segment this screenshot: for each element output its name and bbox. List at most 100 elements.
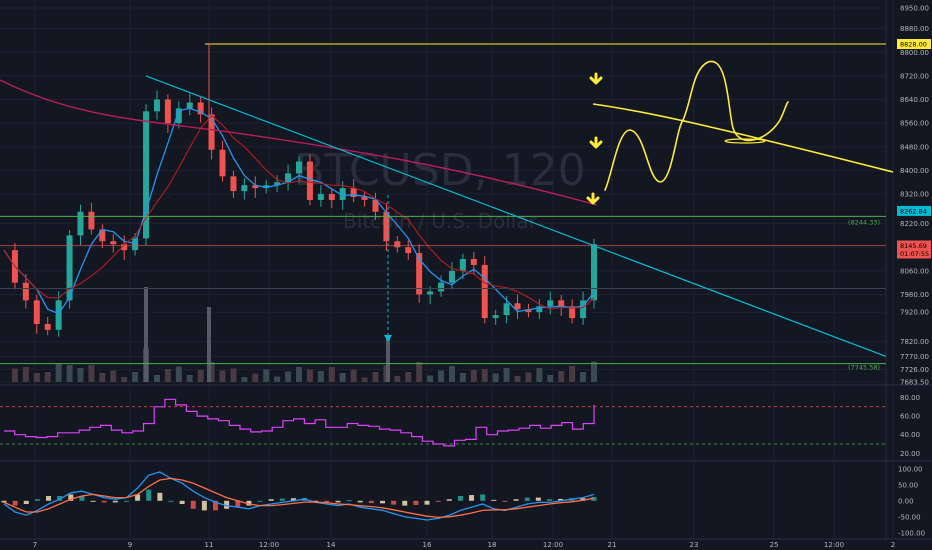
rsi-tick-label: 80.00	[900, 394, 920, 402]
macd-histogram-bar	[379, 500, 385, 504]
candle-body	[514, 303, 521, 310]
macd-histogram-bar	[46, 496, 52, 501]
volume-bar	[132, 372, 139, 382]
macd-histogram-bar	[146, 489, 152, 501]
macd-histogram-bar	[246, 500, 252, 506]
volume-bar	[44, 372, 51, 382]
volume-spike	[144, 287, 148, 382]
level-tag: (7745.58)	[848, 364, 880, 372]
macd-histogram-bar	[546, 499, 552, 501]
volume-bar	[405, 372, 412, 382]
price-tick-label: 7726.00	[900, 366, 929, 374]
candle-body	[492, 315, 499, 319]
macd-tick-label: -50.00	[898, 513, 921, 521]
time-tick-label: 12:00	[824, 541, 844, 549]
macd-histogram-bar	[1, 500, 7, 503]
macd-histogram-bar	[368, 500, 374, 504]
volume-bar	[55, 364, 62, 382]
volume-bar	[77, 368, 84, 382]
volume-bar	[558, 371, 565, 382]
macd-histogram-bar	[446, 499, 452, 501]
macd-line	[3, 471, 595, 521]
time-tick-label: 2	[891, 541, 895, 549]
macd-histogram-bar	[324, 500, 330, 503]
macd-histogram-bar	[123, 500, 129, 502]
candle-body	[503, 303, 510, 316]
volume-bar	[164, 369, 171, 382]
macd-histogram-bar	[101, 500, 107, 503]
macd-histogram-bar	[224, 500, 230, 509]
volume-bar	[580, 372, 587, 382]
candle-body	[591, 244, 597, 301]
price-tick-label: 7770.00	[900, 353, 929, 361]
volume-bar	[328, 367, 335, 382]
volume-bar	[350, 369, 357, 382]
candle-body	[66, 235, 73, 301]
volume-bar	[438, 370, 445, 382]
time-tick-label: 11	[205, 541, 214, 549]
ma-mid-line	[3, 114, 595, 310]
macd-histogram-bar	[168, 500, 174, 502]
volume-bar	[197, 370, 204, 382]
time-tick-label: 12:00	[543, 541, 563, 549]
candle-body	[55, 300, 62, 330]
time-tick-label: 21	[608, 541, 617, 549]
hand-drawn-projection	[604, 60, 789, 191]
volume-bar	[569, 366, 576, 382]
volume-bar	[394, 376, 401, 382]
volume-bar	[121, 377, 128, 382]
macd-histogram-bar	[68, 494, 74, 501]
macd-histogram-bar	[502, 500, 508, 502]
macd-histogram-bar	[524, 497, 530, 501]
time-tick-label: 7	[33, 541, 37, 549]
price-label-text: 8145.69	[900, 242, 927, 250]
candle-body	[252, 185, 259, 189]
macd-histogram-bar	[402, 500, 408, 506]
price-tick-label: 7683.50	[900, 379, 929, 387]
rsi-tick-label: 40.00	[900, 431, 920, 439]
volume-bar	[22, 367, 29, 382]
volume-bar	[339, 373, 346, 382]
macd-tick-label: 0.00	[898, 497, 914, 505]
projection-arrowhead	[384, 335, 392, 342]
volume-bar	[306, 369, 313, 382]
macd-histogram-bar	[235, 500, 241, 508]
candle-body	[219, 149, 226, 177]
candle-body	[372, 199, 379, 212]
macd-histogram-bar	[413, 500, 419, 505]
candle-body	[383, 211, 390, 242]
candle-body	[481, 264, 488, 319]
price-pane[interactable]: (8244.33) (7745.58)	[0, 43, 887, 382]
volume-bar	[110, 370, 117, 382]
volume-bar	[525, 372, 532, 382]
volume-bar	[33, 373, 40, 382]
candle-body	[241, 185, 248, 192]
candle-body	[448, 270, 455, 283]
price-label-text: 01:07:55	[900, 250, 929, 258]
macd-histogram-bar	[79, 496, 85, 501]
price-tick-label: 8720.00	[900, 72, 929, 80]
macd-histogram-bar	[491, 499, 497, 501]
macd-histogram-bar	[435, 500, 441, 502]
volume-bar	[252, 373, 259, 382]
time-tick-label: 23	[690, 541, 699, 549]
macd-histogram-bar	[179, 500, 185, 504]
volume-bar	[427, 375, 434, 382]
time-axis[interactable]: 7 9 11 12:00 14 16 18 12:00 21 23 25 12:00 2	[33, 541, 895, 549]
macd-histogram-bar	[469, 495, 475, 501]
volume-bar	[285, 371, 292, 382]
macd-histogram-bar	[90, 500, 96, 502]
rsi-pane[interactable]	[0, 398, 886, 447]
time-tick-label: 25	[770, 541, 779, 549]
price-axis[interactable]: 8950.00 8880.00 8800.00 8720.00 8640.00 8560.…	[897, 5, 931, 538]
volume-bar	[317, 371, 324, 382]
macd-pane[interactable]	[1, 471, 597, 521]
candle-body	[536, 306, 543, 313]
volume-bar	[175, 366, 182, 382]
time-tick-label: 12:00	[259, 541, 279, 549]
candle-body	[88, 211, 95, 230]
volume-bar	[372, 372, 379, 382]
ma-slow-line	[0, 79, 598, 206]
macd-histogram-bar	[558, 498, 564, 501]
